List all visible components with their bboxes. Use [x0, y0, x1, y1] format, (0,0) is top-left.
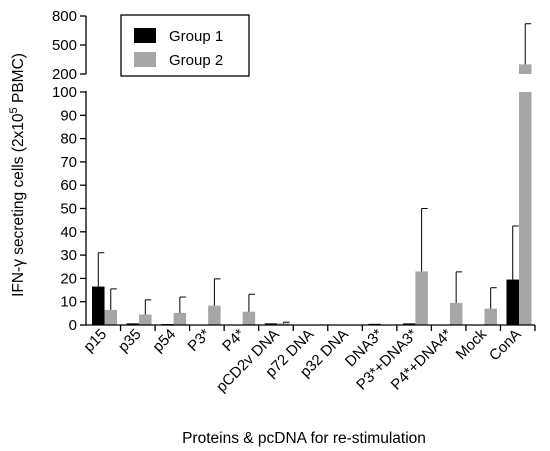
bar-0-0 — [92, 286, 105, 325]
bar-1-0 — [104, 309, 118, 325]
y-tick-label: 0 — [69, 317, 77, 334]
bar-1-5 — [277, 323, 290, 325]
bar-1-3 — [208, 305, 221, 325]
x-tick-label: p15 — [80, 326, 110, 356]
legend-label-group1: Group 1 — [169, 28, 223, 45]
y-tick-label: 100 — [52, 84, 77, 101]
bar-0-1 — [126, 323, 140, 325]
y-tick-label: 80 — [60, 131, 77, 148]
bar-1-2 — [173, 312, 187, 325]
bar-0-12 — [506, 279, 519, 325]
bar-1-12-lower — [518, 92, 532, 325]
legend-swatch-group1 — [134, 28, 156, 43]
bar-0-9 — [402, 323, 416, 325]
bar-1-4 — [242, 311, 256, 325]
x-tick-label: p54 — [149, 326, 179, 356]
bar-1-1 — [139, 314, 152, 325]
bar-1-9 — [415, 271, 428, 325]
x-tick-label: ConA — [486, 326, 525, 365]
y-tick-label: 500 — [52, 37, 77, 54]
y-tick-label: 70 — [60, 154, 77, 171]
y-tick-label: 10 — [60, 294, 77, 311]
legend-swatch-group2 — [134, 52, 156, 67]
y-tick-label: 90 — [60, 107, 77, 124]
legend: Group 1 Group 2 — [120, 14, 250, 77]
bar-1-12-upper — [518, 64, 532, 74]
y-tick-label: 40 — [60, 224, 77, 241]
x-tick-label: Mock — [453, 325, 491, 363]
x-tick-label: p35 — [115, 326, 145, 356]
bar-0-5 — [264, 323, 278, 325]
y-tick-label: 30 — [60, 247, 77, 264]
y-tick-label: 800 — [52, 8, 77, 25]
bar-1-10 — [449, 302, 463, 325]
y-tick-label: 20 — [60, 270, 77, 287]
y-tick-label: 200 — [52, 66, 77, 83]
y-tick-label: 60 — [60, 177, 77, 194]
x-axis-title: Proteins & pcDNA for re-stimulation — [182, 430, 426, 447]
legend-label-group2: Group 2 — [169, 52, 223, 69]
y-axis-title: IFN-γ secreting cells (2x105 PBMC) — [8, 53, 27, 297]
bar-1-11 — [484, 308, 497, 325]
y-tick-label: 50 — [60, 201, 77, 218]
